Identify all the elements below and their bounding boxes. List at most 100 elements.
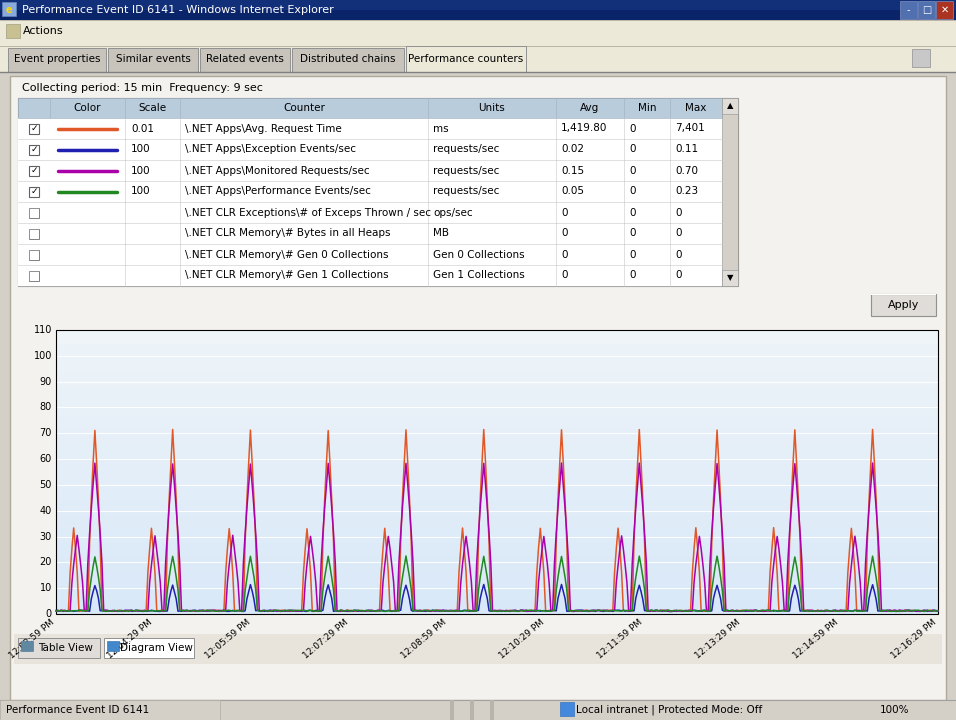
Bar xyxy=(14,634,942,664)
Text: 50: 50 xyxy=(39,480,52,490)
Text: 1,419.80: 1,419.80 xyxy=(561,124,607,133)
Text: ✓: ✓ xyxy=(31,145,37,154)
Text: 0: 0 xyxy=(46,609,52,619)
Text: Gen 0 Collections: Gen 0 Collections xyxy=(433,250,525,259)
Bar xyxy=(108,48,198,72)
Text: \.NET Apps\Performance Events/sec: \.NET Apps\Performance Events/sec xyxy=(185,186,371,197)
Bar xyxy=(0,0,956,10)
Text: \.NET Apps\Monitored Requests/sec: \.NET Apps\Monitored Requests/sec xyxy=(185,166,370,176)
Text: Performance Event ID 6141: Performance Event ID 6141 xyxy=(6,705,149,715)
Bar xyxy=(0,700,220,720)
Text: 90: 90 xyxy=(40,377,52,387)
Text: 20: 20 xyxy=(39,557,52,567)
Text: 0.23: 0.23 xyxy=(675,186,698,197)
Text: 110: 110 xyxy=(33,325,52,335)
Text: Apply: Apply xyxy=(888,300,919,310)
Text: 0: 0 xyxy=(629,250,636,259)
Bar xyxy=(56,515,938,530)
Bar xyxy=(29,124,39,133)
Text: ✓: ✓ xyxy=(31,187,37,196)
Bar xyxy=(56,572,938,587)
Bar xyxy=(0,46,956,72)
Bar xyxy=(18,223,722,244)
Bar xyxy=(10,76,946,700)
Text: Actions: Actions xyxy=(23,26,64,36)
Bar xyxy=(18,98,738,286)
Bar xyxy=(56,401,938,416)
Bar xyxy=(56,330,938,345)
Text: 0: 0 xyxy=(629,166,636,176)
Text: 12:14:59 PM: 12:14:59 PM xyxy=(792,618,840,661)
Text: 12:11:59 PM: 12:11:59 PM xyxy=(596,618,644,661)
Text: Diagram View: Diagram View xyxy=(120,643,192,653)
Text: 0.01: 0.01 xyxy=(131,124,154,133)
Text: 0: 0 xyxy=(561,228,568,238)
Text: 100: 100 xyxy=(131,166,151,176)
Text: Max: Max xyxy=(685,103,706,113)
Bar xyxy=(6,24,20,38)
Text: 12:04:29 PM: 12:04:29 PM xyxy=(105,618,154,661)
Bar xyxy=(18,160,722,181)
Bar xyxy=(56,472,938,487)
Bar xyxy=(21,641,33,651)
Text: Local intranet | Protected Mode: Off: Local intranet | Protected Mode: Off xyxy=(576,705,762,715)
Bar xyxy=(722,270,738,286)
Bar xyxy=(18,181,722,202)
Text: 30: 30 xyxy=(40,531,52,541)
Bar xyxy=(936,1,953,19)
Bar xyxy=(200,48,290,72)
Bar xyxy=(18,98,50,118)
Text: Similar events: Similar events xyxy=(116,54,190,64)
Text: 12:08:59 PM: 12:08:59 PM xyxy=(400,618,448,661)
Bar xyxy=(0,0,956,20)
Text: 0: 0 xyxy=(629,124,636,133)
Bar xyxy=(8,48,106,72)
Bar xyxy=(0,20,956,46)
Text: requests/sec: requests/sec xyxy=(433,186,499,197)
Bar xyxy=(871,294,936,295)
Bar xyxy=(18,118,722,139)
Text: Distributed chains: Distributed chains xyxy=(300,54,396,64)
Text: 70: 70 xyxy=(39,428,52,438)
Text: requests/sec: requests/sec xyxy=(433,145,499,155)
Text: 100: 100 xyxy=(131,145,151,155)
Bar xyxy=(18,265,722,286)
Text: ▲: ▲ xyxy=(727,102,733,110)
Text: Scale: Scale xyxy=(139,103,166,113)
Text: Collecting period: 15 min  Frequency: 9 sec: Collecting period: 15 min Frequency: 9 s… xyxy=(22,83,263,93)
Text: 0: 0 xyxy=(561,250,568,259)
Bar xyxy=(2,2,16,16)
Bar xyxy=(292,48,404,72)
Text: 10: 10 xyxy=(40,583,52,593)
Bar xyxy=(56,415,938,431)
Text: 80: 80 xyxy=(40,402,52,413)
Text: -: - xyxy=(906,5,910,15)
Text: 0.05: 0.05 xyxy=(561,186,584,197)
Bar xyxy=(56,387,938,402)
Bar xyxy=(29,145,39,155)
Bar xyxy=(56,429,938,444)
Text: \.NET CLR Memory\# Gen 0 Collections: \.NET CLR Memory\# Gen 0 Collections xyxy=(185,250,388,259)
Bar xyxy=(56,486,938,501)
Text: Performance Event ID 6141 - Windows Internet Explorer: Performance Event ID 6141 - Windows Inte… xyxy=(22,5,334,15)
Text: 0: 0 xyxy=(675,250,682,259)
Bar xyxy=(56,600,938,615)
Bar xyxy=(18,139,722,160)
Text: 60: 60 xyxy=(40,454,52,464)
Text: 12:05:59 PM: 12:05:59 PM xyxy=(204,618,252,661)
Text: ▼: ▼ xyxy=(727,274,733,282)
Text: 0.02: 0.02 xyxy=(561,145,584,155)
Text: 12:07:29 PM: 12:07:29 PM xyxy=(301,618,350,661)
Text: e: e xyxy=(6,5,12,15)
Bar xyxy=(56,528,938,544)
Bar xyxy=(56,500,938,516)
Bar xyxy=(29,228,39,238)
Text: 0: 0 xyxy=(675,271,682,281)
Bar xyxy=(56,458,938,473)
Bar xyxy=(490,700,494,720)
Text: MB: MB xyxy=(433,228,449,238)
Text: □: □ xyxy=(922,5,931,15)
Text: 0.70: 0.70 xyxy=(675,166,698,176)
Bar xyxy=(56,585,938,600)
Text: 0: 0 xyxy=(629,228,636,238)
